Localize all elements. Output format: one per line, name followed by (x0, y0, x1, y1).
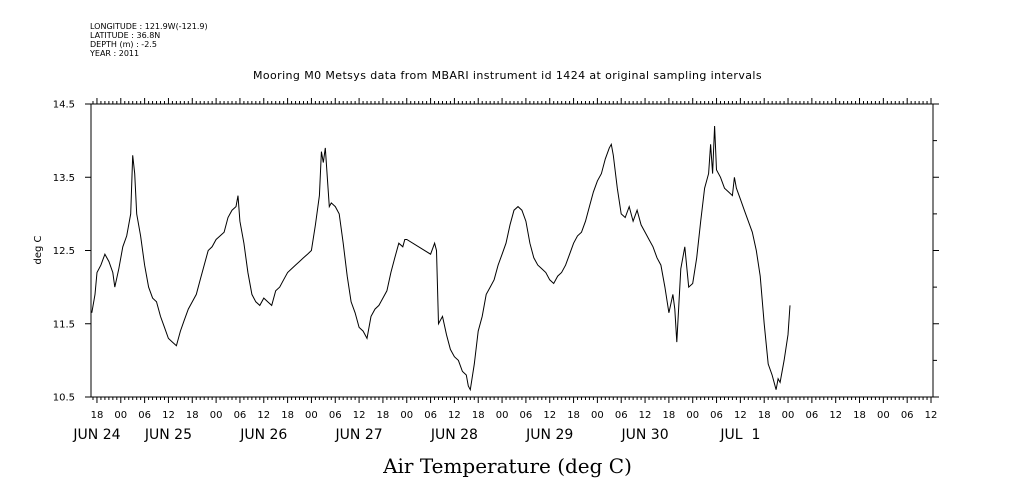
chart-title-wrap: Mooring M0 Metsys data from MBARI instru… (0, 69, 1009, 82)
x-tick-label: 00 (686, 410, 699, 421)
x-tick-label: 06 (424, 410, 437, 421)
series-line-air-temperature (91, 125, 791, 392)
x-axis-label-wrap: Air Temperature (deg C) (0, 454, 1009, 478)
x-tick-label: 18 (91, 410, 104, 421)
depth-label: DEPTH (m) : -2.5 (90, 40, 157, 49)
x-tick-label: 18 (377, 410, 390, 421)
x-tick-label: 00 (496, 410, 509, 421)
x-tick-label: 06 (520, 410, 533, 421)
y-axis: 10.5 11.5 12.5 13.5 14.5 (53, 100, 939, 404)
x-tick-label: 18 (472, 410, 485, 421)
x-day-label: JUN 26 (239, 427, 287, 443)
x-day-label: JUN 29 (525, 427, 573, 443)
x-tick-label: 00 (114, 410, 127, 421)
x-tick-label: 00 (210, 410, 223, 421)
x-tick-label: 12 (925, 410, 938, 421)
x-axis: 18 00 06 12 18 00 06 12 18 00 06 12 18 00 06 12 18 00 06 12… (72, 98, 937, 443)
x-tick-label: 00 (591, 410, 604, 421)
y-tick-label: 11.5 (53, 319, 75, 330)
station-info: LONGITUDE : 121.9W(-121.9) LATITUDE : 36… (90, 22, 208, 58)
x-tick-label: 00 (782, 410, 795, 421)
x-tick-label: 06 (805, 410, 818, 421)
x-tick-label: 12 (162, 410, 175, 421)
x-tick-label: 12 (829, 410, 842, 421)
x-tick-label: 06 (615, 410, 628, 421)
x-tick-label: 06 (710, 410, 723, 421)
x-tick-label: 00 (877, 410, 890, 421)
x-tick-label: 12 (734, 410, 747, 421)
x-tick-label: 18 (663, 410, 676, 421)
x-tick-label: 06 (901, 410, 914, 421)
plot-frame (90, 103, 934, 398)
x-tick-label: 00 (400, 410, 413, 421)
x-tick-label: 18 (758, 410, 771, 421)
x-day-label: JUL 1 (719, 427, 760, 443)
x-day-label: JUN 24 (72, 427, 120, 443)
x-tick-label: 18 (853, 410, 866, 421)
y-tick-label: 14.5 (53, 100, 75, 111)
y-tick-label: 12.5 (53, 246, 75, 257)
x-tick-label: 12 (448, 410, 461, 421)
x-day-label: JUN 28 (430, 427, 478, 443)
x-tick-label: 18 (281, 410, 294, 421)
y-tick-label: 10.5 (53, 393, 75, 404)
x-tick-label: 12 (257, 410, 270, 421)
x-day-label: JUN 30 (620, 427, 668, 443)
latitude-label: LATITUDE : 36.8N (90, 31, 161, 40)
x-tick-label: 18 (567, 410, 580, 421)
x-tick-label: 00 (305, 410, 318, 421)
year-label: YEAR : 2011 (90, 49, 140, 58)
x-day-label: JUN 25 (144, 427, 192, 443)
x-tick-label: 12 (639, 410, 652, 421)
x-tick-label: 06 (138, 410, 151, 421)
x-tick-label: 12 (543, 410, 556, 421)
chart-title: Mooring M0 Metsys data from MBARI instru… (253, 69, 762, 82)
x-tick-label: 18 (186, 410, 199, 421)
x-day-label: JUN 27 (335, 427, 383, 443)
x-tick-label: 06 (329, 410, 342, 421)
y-tick-label: 13.5 (53, 173, 75, 184)
x-axis-label: Air Temperature (deg C) (383, 454, 632, 478)
x-tick-label: 12 (353, 410, 366, 421)
y-axis-label: deg C (33, 235, 44, 264)
longitude-label: LONGITUDE : 121.9W(-121.9) (90, 22, 208, 31)
x-tick-label: 06 (234, 410, 247, 421)
